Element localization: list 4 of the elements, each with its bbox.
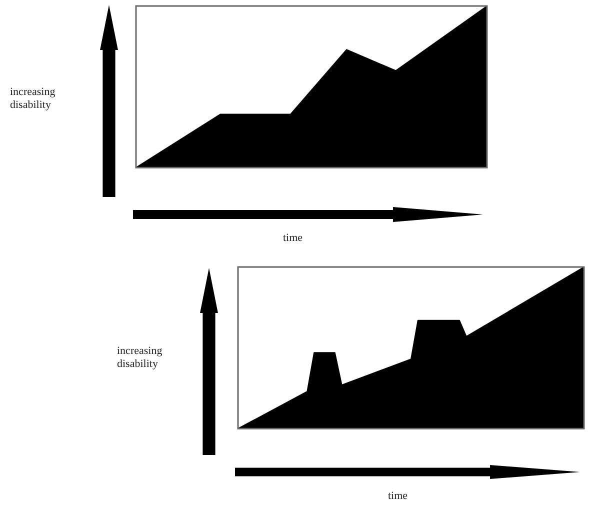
y-axis-title: increasing disability [10,86,56,112]
y-axis-title: increasing disability [117,345,164,371]
x-axis-title: time [388,490,408,503]
x-axis-title: time [283,232,303,245]
